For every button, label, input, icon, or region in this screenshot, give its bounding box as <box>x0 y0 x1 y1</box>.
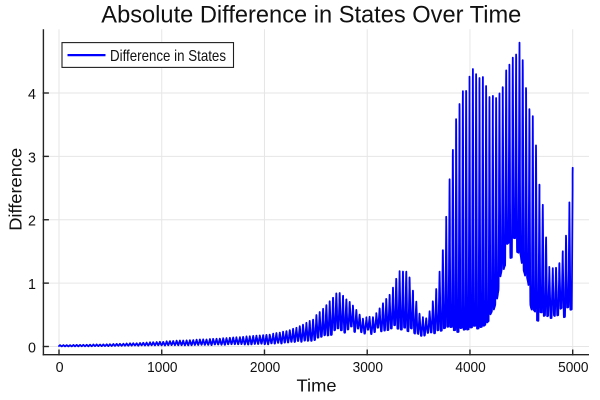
svg-text:4000: 4000 <box>455 360 485 376</box>
svg-text:3: 3 <box>28 150 36 166</box>
svg-text:0: 0 <box>28 340 36 356</box>
svg-text:4: 4 <box>28 87 36 103</box>
svg-text:1000: 1000 <box>147 360 177 376</box>
svg-text:Time: Time <box>297 376 337 396</box>
svg-text:Absolute Difference in States: Absolute Difference in States Over Time <box>101 2 521 29</box>
svg-text:Difference in States: Difference in States <box>110 48 226 65</box>
svg-text:5000: 5000 <box>558 360 588 376</box>
svg-text:3000: 3000 <box>353 360 383 376</box>
svg-text:2: 2 <box>28 214 36 230</box>
svg-text:0: 0 <box>56 360 64 376</box>
svg-text:2000: 2000 <box>250 360 280 376</box>
svg-text:1: 1 <box>28 277 36 293</box>
svg-text:Difference: Difference <box>5 148 25 231</box>
